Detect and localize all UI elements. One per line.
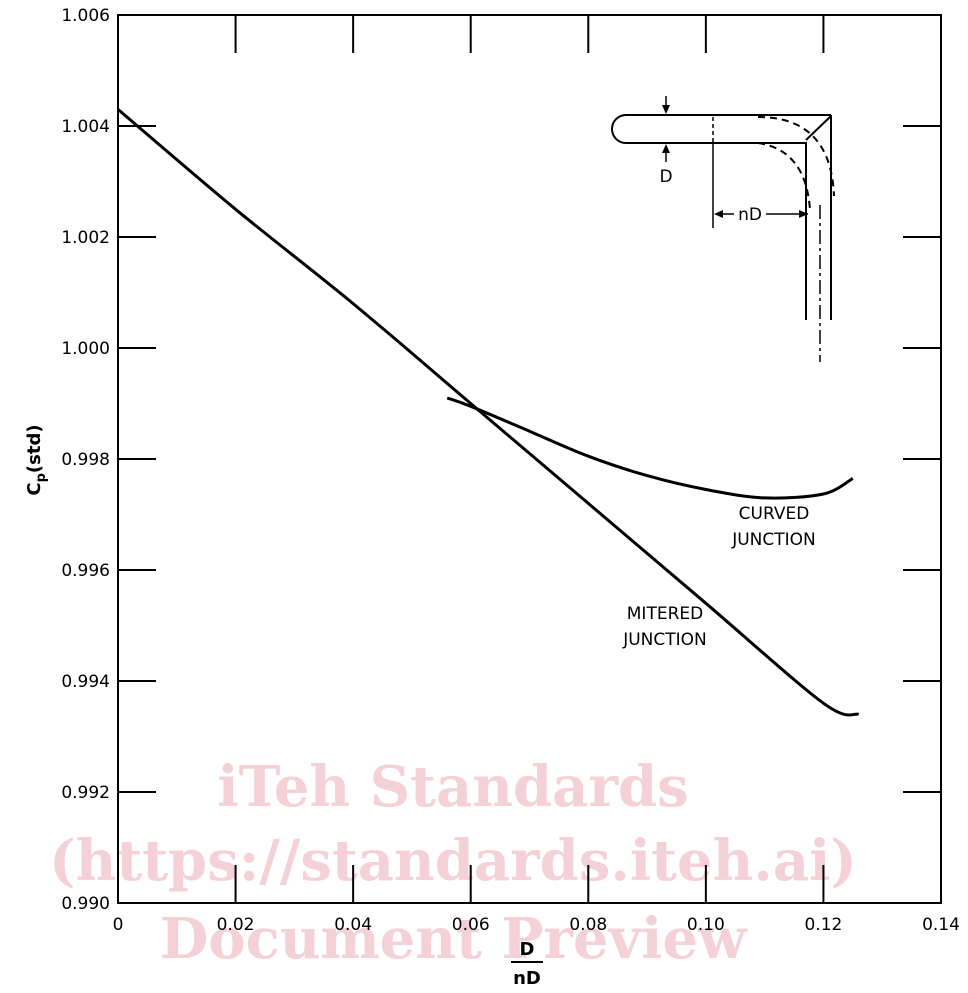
inset-d-label: D <box>659 167 672 187</box>
inset-arrowheads <box>662 105 808 218</box>
curved-junction-label-line-1: CURVED <box>739 504 810 524</box>
mitered-junction-label-line-2: JUNCTION <box>622 630 707 650</box>
watermark-line-3: Document Preview <box>160 906 748 972</box>
y-tick-label: 0.994 <box>61 672 110 692</box>
series-line-mitered-junction <box>117 108 860 717</box>
d-arrowhead-top <box>662 105 670 114</box>
series-line-curved-junction <box>446 396 854 500</box>
mitered-junction-label-line-1: MITERED <box>627 604 703 624</box>
x-tick-labels: 0 0.02 0.04 0.06 0.08 0.10 0.12 0.14 <box>113 915 960 935</box>
y-tick-label: 1.006 <box>61 6 110 26</box>
y-axis-title-sub: p <box>34 473 49 482</box>
x-tick-label: 0.12 <box>804 915 842 935</box>
y-tick-label: 0.998 <box>61 450 110 470</box>
x-tick-label: 0.04 <box>334 915 372 935</box>
x-axis-title-numerator: D <box>520 939 535 960</box>
inset-junction-diagram <box>611 96 835 362</box>
x-tick-label: 0.14 <box>922 915 960 935</box>
d-arrowhead-bottom <box>662 144 670 153</box>
x-tick-label: 0.06 <box>452 915 490 935</box>
y-tick-label: 0.992 <box>61 783 110 803</box>
x-axis-title-denominator: nD <box>513 968 541 989</box>
watermark-line-2: (https://standards.iteh.ai) <box>49 828 857 894</box>
watermark: iTeh Standards (https://standards.iteh.a… <box>49 754 857 972</box>
svg-text:Cp(std): Cp(std) <box>24 424 49 495</box>
inset-miter-line <box>805 115 832 141</box>
watermark-line-1: iTeh Standards <box>217 754 688 820</box>
y-tick-label: 1.000 <box>61 339 110 359</box>
inset-nd-label: nD <box>738 205 762 225</box>
nd-arrowhead-left <box>714 210 723 218</box>
y-tick-label: 0.996 <box>61 561 110 581</box>
y-axis-title-suffix: (std) <box>24 424 45 473</box>
curved-junction-label-line-2: JUNCTION <box>731 530 816 550</box>
inset-pipe-outline <box>611 114 831 320</box>
series-lines <box>117 108 860 717</box>
x-axis-title: D nD <box>511 939 543 989</box>
inset-curved-inner <box>757 142 811 211</box>
y-tick-label: 1.004 <box>61 117 110 137</box>
inset-curved-outer <box>757 116 835 197</box>
x-tick-label: 0.10 <box>687 915 725 935</box>
y-tick-label: 1.002 <box>61 228 110 248</box>
x-tick-label: 0.08 <box>569 915 607 935</box>
x-tick-label: 0 <box>113 915 124 935</box>
y-axis-title-main: C <box>24 482 45 495</box>
y-tick-labels: 0.990 0.992 0.994 0.996 0.998 1.000 1.002 1.004… <box>61 6 110 914</box>
y-tick-label: 0.990 <box>61 894 110 914</box>
nd-arrowhead-right <box>799 210 808 218</box>
y-axis-title: Cp(std) <box>24 424 49 495</box>
x-tick-label: 0.02 <box>217 915 255 935</box>
